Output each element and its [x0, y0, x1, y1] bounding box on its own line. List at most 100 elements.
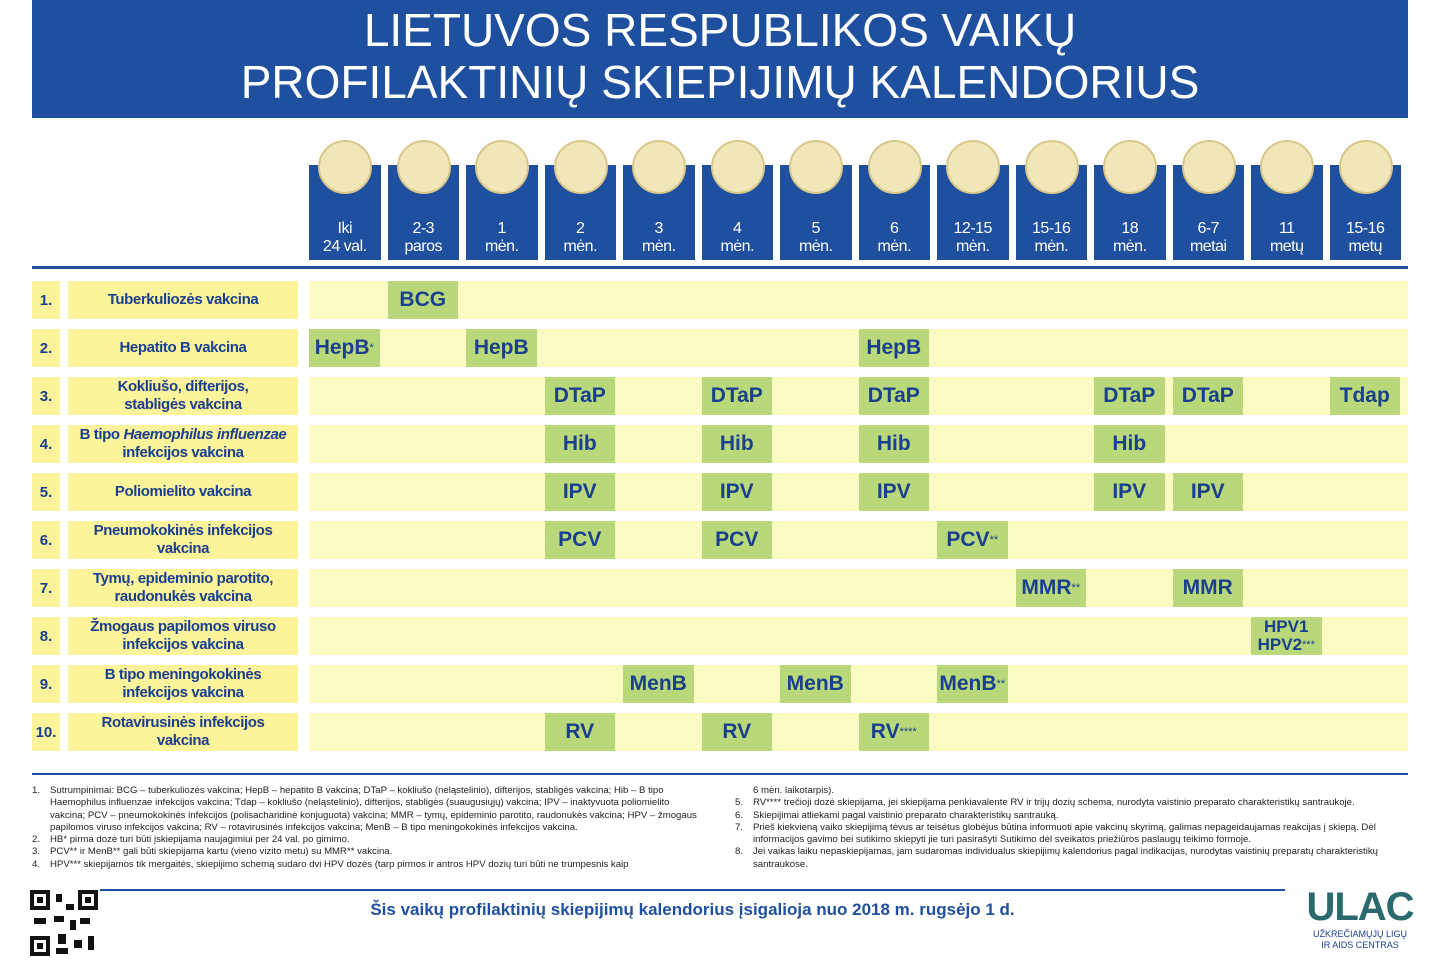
- age-header: 15-16 metų: [1329, 165, 1401, 260]
- footnotes-left: 1. Sutrumpinimai: BCG – tuberkuliozės vak…: [32, 785, 704, 871]
- vaccine-label-text: Hib: [719, 432, 754, 455]
- vaccine-label-text: DTaP: [1181, 384, 1234, 407]
- vaccine-label-text: PCV: [715, 528, 759, 551]
- age-label: mėn.: [798, 238, 833, 255]
- vaccine-label-text: MenB: [939, 672, 997, 695]
- age-label: 2-3: [412, 220, 435, 237]
- vaccine-label: HPV2***: [1258, 636, 1315, 654]
- row-number: 2.: [32, 329, 60, 367]
- age-icon: [1103, 140, 1158, 194]
- age-label: mėn.: [563, 238, 598, 255]
- vaccine-name: Kokliušo, difterijos, stabligės vakcina: [68, 377, 298, 415]
- vaccine-label: Hib: [719, 432, 754, 455]
- footnote-number: 7.: [735, 821, 744, 833]
- age-label: paros: [404, 238, 443, 255]
- age-icon: [396, 140, 451, 194]
- vaccine-label-text: PCV: [946, 528, 990, 551]
- footnote: 8. Jei vaikas laiku nepaskiepijamas, jam …: [735, 846, 1408, 871]
- name-segment: B tipo: [79, 426, 124, 443]
- vaccine-cell: DTaP: [544, 377, 615, 415]
- logo-name: ULAC: [1306, 885, 1414, 929]
- age-icon: [318, 140, 373, 194]
- vaccine-label: DTaP: [1103, 385, 1155, 406]
- footnote: 5. RV**** trečioji dozė skiepijama, jei s…: [735, 797, 1408, 809]
- age-label: 6-7: [1197, 220, 1220, 237]
- age-label: Iki: [337, 220, 353, 237]
- vaccine-label: MenB: [787, 673, 844, 694]
- vaccine-label: PCV: [715, 528, 759, 551]
- vaccine-cell: MMR**: [1015, 569, 1086, 607]
- footnote-text: Prieš kiekvieną vaiko skiepijimą tėvus a…: [753, 821, 1376, 846]
- row-number: 9.: [32, 665, 60, 703]
- vaccine-name: Rotavirusinės infekcijos vakcina: [68, 713, 298, 751]
- row-band: [309, 569, 1408, 607]
- vaccine-cell: HepB*: [309, 329, 380, 367]
- vaccine-label: DTaP: [1181, 384, 1234, 407]
- vaccine-label: BCG: [399, 288, 447, 311]
- vaccine-label: Hib: [563, 433, 597, 454]
- name-line: vakcina: [156, 540, 210, 557]
- vaccine-name: Žmogaus papilomos viruso infekcijos vakci…: [68, 617, 298, 655]
- vaccine-label-text: IPV: [562, 480, 597, 503]
- vaccine-cell: IPV: [544, 473, 615, 511]
- vaccine-cell: MenB: [623, 665, 694, 703]
- vaccine-name: Poliomielito vakcina: [68, 473, 298, 511]
- vaccine-label-text: DTaP: [710, 384, 763, 407]
- effective-date: Šis vaikų profilaktinių skiepijimų kalen…: [370, 900, 1015, 919]
- age-label: mėn.: [955, 238, 990, 255]
- footnote-number: 1.: [32, 785, 41, 796]
- vaccine-label: DTaP: [710, 384, 763, 407]
- vaccine-label-text: IPV: [876, 480, 911, 503]
- title-banner: LIETUVOS RESPUBLIKOS VAIKŲ PROFILAKTINIŲ…: [32, 0, 1408, 118]
- footnote-number: 6.: [735, 809, 744, 821]
- vaccine-cell: DTaP: [1172, 377, 1243, 415]
- footnote-number: 2.: [32, 834, 41, 846]
- vaccine-cell: Hib: [1094, 425, 1165, 463]
- vaccine-cell: DTaP: [701, 377, 772, 415]
- age-label: 24 val.: [322, 238, 367, 255]
- age-label: metai: [1189, 238, 1227, 255]
- footnote-text: PCV** ir MenB** gali būti skiepijama kar…: [50, 846, 393, 858]
- name-line: vakcina: [156, 732, 210, 749]
- row-band: [309, 281, 1408, 319]
- age-label: mėn.: [484, 238, 519, 255]
- vaccine-sup: *: [369, 342, 374, 354]
- row-number: 10.: [32, 713, 60, 751]
- divider: [32, 266, 1408, 269]
- vaccine-cell: Hib: [858, 425, 929, 463]
- name-line: infekcijos vakcina: [122, 684, 244, 701]
- footnote: 2. HB* pirma dozė turi būti įskiepijama n…: [32, 834, 704, 846]
- age-label: metų: [1269, 238, 1304, 255]
- name-line: infekcijos vakcina: [122, 444, 244, 461]
- vaccine-label: MenB: [630, 673, 687, 694]
- name-line: Rotavirusinės infekcijos: [101, 714, 265, 731]
- name-line: infekcijos vakcina: [122, 636, 244, 653]
- vaccine-name: Pneumokokinės infekcijos vakcina: [68, 521, 298, 559]
- footnote: 7. Prieš kiekvieną vaiko skiepijimą tėvus…: [735, 822, 1408, 847]
- vaccine-label: IPV: [562, 480, 597, 503]
- vaccine-label-text: BCG: [399, 288, 447, 311]
- name-line: Kokliušo, difterijos,: [117, 378, 249, 395]
- vaccine-label-text: IPV: [1190, 480, 1225, 503]
- vaccine-label: HepB: [866, 337, 921, 358]
- vaccine-cell: RV: [544, 713, 615, 751]
- footnote-text: HPV*** skiepijamos tik mergaitės, skiepi…: [50, 858, 629, 870]
- vaccine-label-text: RV: [870, 720, 900, 743]
- vaccine-label: RV: [565, 721, 594, 742]
- vaccine-label-text: DTaP: [553, 384, 606, 407]
- vaccine-label: HPV1: [1264, 618, 1308, 636]
- footnote-text: RV**** trečioji dozė skiepijama, jei ski…: [753, 797, 1355, 809]
- vaccine-cell: PCV: [701, 521, 772, 559]
- age-icon: [553, 140, 608, 194]
- vaccine-cell: MenB: [780, 665, 851, 703]
- vaccine-name: Hepatito B vakcina: [68, 329, 298, 367]
- age-label: 6: [890, 220, 899, 237]
- vaccine-cell: DTaP: [858, 377, 929, 415]
- age-label: 11: [1278, 220, 1295, 237]
- age-label: 15-16: [1346, 220, 1385, 237]
- vaccine-label: RV****: [870, 720, 917, 743]
- vaccine-label: RV: [722, 721, 751, 742]
- vaccine-label: Tdap: [1340, 385, 1390, 406]
- vaccine-label: IPV: [720, 481, 754, 502]
- name-line: B tipo meningokokinės: [104, 666, 262, 683]
